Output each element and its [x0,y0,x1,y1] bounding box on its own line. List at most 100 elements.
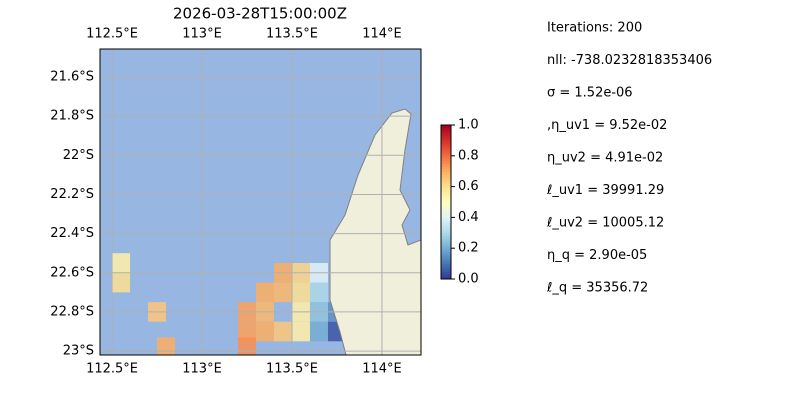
colorbar-segment [441,212,451,216]
colorbar-segment [441,194,451,198]
colorbar-tick-label: 0.2 [458,241,479,256]
colorbar-segment [441,173,451,177]
colorbar-segment [441,145,451,149]
y-tick-label: 22.8°S [50,304,94,319]
colorbar-segment [441,171,451,175]
x-tick-label-bottom: 113°E [182,362,222,377]
colorbar-segment [441,176,451,180]
colorbar-tick-label: 1.0 [458,118,479,133]
data-cell [238,337,257,355]
colorbar-segment [441,148,451,152]
colorbar-tick-label: 0.4 [458,210,479,225]
data-cell [256,321,274,342]
colorbar: 0.0 0.2 0.4 0.6 0.8 1.0 [440,118,479,287]
colorbar-segment [441,178,451,182]
graticule [100,49,421,355]
info-line: ,η_uv1 = 9.52e-02 [547,118,667,133]
data-cell [291,321,310,342]
info-line: σ = 1.52e-06 [547,86,633,101]
x-tick-label-bottom: 113.5°E [266,362,318,377]
colorbar-segment [441,225,451,229]
y-tick-label: 21.6°S [50,69,94,84]
info-line: nll: -738.0232818353406 [547,53,712,68]
x-tick-label: 113°E [182,27,222,42]
y-tick-label: 21.8°S [50,109,94,124]
colorbar-segment [441,214,451,218]
info-line: η_uv2 = 4.91e-02 [547,151,663,166]
colorbar-segment [441,258,451,262]
colorbar-tick-label: 0.8 [458,148,479,163]
colorbar-segment [441,168,451,172]
colorbar-segment [441,219,451,224]
y-tick-label: 23°S [63,344,94,359]
colorbar-segment [441,155,451,159]
colorbar-segment [441,255,451,259]
data-cell [238,321,257,342]
info-line: Iterations: 200 [547,21,642,36]
colorbar-segment [441,125,451,129]
colorbar-segment [441,217,451,221]
info-line: η_q = 2.90e-05 [547,248,647,263]
colorbar-segment [441,181,451,185]
y-tick-label: 22°S [63,148,94,163]
colorbar-segment [441,127,451,131]
info-line: ℓ_uv2 = 10005.12 [546,216,664,231]
colorbar-segment [441,160,451,164]
colorbar-segment [441,150,451,154]
y-tick-label: 22.4°S [50,226,94,241]
x-tick-label: 113.5°E [266,27,318,42]
colorbar-segment [441,135,451,139]
colorbar-segment [441,232,451,236]
colorbar-frame [440,124,452,280]
data-cell [291,282,310,303]
y-tick-label: 22.6°S [50,265,94,280]
colorbar-segment [441,204,451,208]
data-cell [309,321,328,342]
land [329,108,421,355]
colorbar-segment [441,142,451,147]
data-cell [273,321,292,342]
colorbar-tick-label: 0.6 [458,179,479,194]
x-tick-label-bottom: 114°E [362,362,402,377]
colorbar-segment [441,273,451,277]
colorbar-segment [441,184,451,188]
colorbar-segment [441,276,451,280]
colorbar-segment [441,250,451,254]
colorbar-segment [441,189,451,193]
colorbar-segment [441,130,451,134]
colorbar-segment [441,227,451,231]
colorbar-segment [441,209,451,213]
x-tick-label: 114°E [362,27,402,42]
colorbar-segment [441,235,451,239]
colorbar-segment [441,263,451,267]
colorbar-segment [441,253,451,257]
colorbar-segment [441,271,451,275]
x-tick-label-bottom: 112.5°E [86,362,138,377]
data-cell [256,282,274,303]
info-line: ℓ_q = 35356.72 [546,281,648,296]
data-cell [112,253,131,273]
info-line: ℓ_uv1 = 39991.29 [546,183,664,198]
colorbar-segment [441,140,451,144]
colorbar-segment [441,199,451,203]
colorbar-segment [441,186,451,190]
data-cell [273,282,292,303]
x-tick-label: 112.5°E [86,27,138,42]
colorbar-segment [441,207,451,211]
colorbar-segment [441,163,451,167]
colorbar-segment [441,196,451,200]
colorbar-segment [441,202,451,206]
colorbar-segment [441,248,451,252]
data-cell [309,282,328,303]
chart-title: 2026-03-28T15:00:00Z [173,5,347,23]
colorbar-segment [441,132,451,136]
colorbar-segment [441,153,451,157]
colorbar-segment [441,166,451,170]
data-cell [157,337,176,355]
colorbar-segment [441,268,451,272]
colorbar-segment [441,158,451,162]
map-frame [99,48,422,356]
y-tick-label: 22.2°S [50,187,94,202]
colorbar-segment [441,243,451,247]
